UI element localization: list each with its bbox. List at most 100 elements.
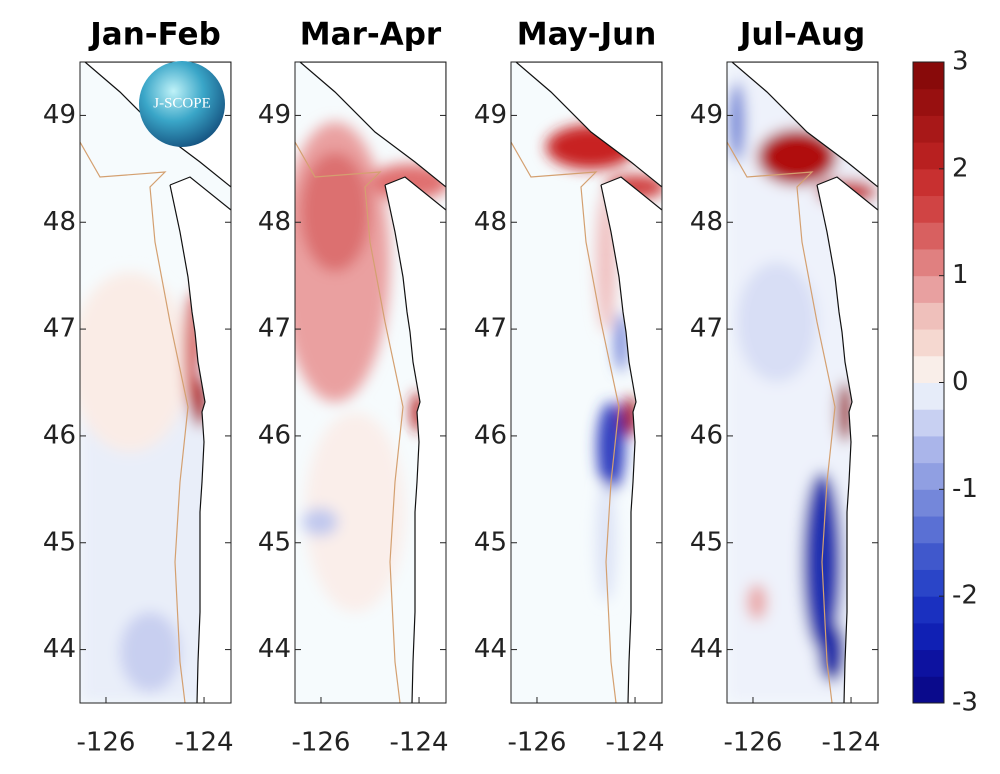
y-tick-label: 44 bbox=[474, 634, 507, 664]
map-panel bbox=[727, 62, 878, 703]
anomaly-patch bbox=[747, 584, 767, 620]
y-tick-label: 49 bbox=[690, 100, 723, 130]
y-tick-label: 46 bbox=[474, 420, 507, 450]
anomaly-patch bbox=[757, 129, 837, 185]
colorbar-step bbox=[913, 676, 944, 704]
x-tick-label: -124 bbox=[606, 728, 665, 758]
y-tick-label: 46 bbox=[258, 420, 291, 450]
colorbar-step bbox=[913, 222, 944, 250]
colorbar-step bbox=[913, 462, 944, 490]
logo-text: J-SCOPE bbox=[153, 95, 211, 111]
y-tick-label: 44 bbox=[690, 634, 723, 664]
colorbar-step bbox=[913, 62, 944, 90]
panel-frame bbox=[294, 61, 447, 704]
colorbar-tick-label: 0 bbox=[952, 367, 969, 397]
land-mass bbox=[299, 62, 446, 188]
coastline bbox=[169, 176, 231, 703]
anomaly-patch bbox=[737, 262, 817, 382]
land-mass bbox=[601, 177, 662, 703]
logo-disc bbox=[139, 61, 225, 147]
map-panel bbox=[295, 62, 446, 703]
y-tick-label: 47 bbox=[690, 314, 723, 344]
colorbar-tick-label: -1 bbox=[952, 474, 978, 504]
anomaly-patch bbox=[818, 622, 846, 682]
colorbar-step bbox=[913, 142, 944, 170]
land bbox=[295, 62, 446, 703]
panel-frame bbox=[510, 61, 663, 704]
isobath bbox=[80, 141, 189, 703]
isobath bbox=[727, 141, 836, 703]
y-tick-label: 49 bbox=[258, 100, 291, 130]
y-tick-label: 49 bbox=[474, 100, 507, 130]
y-tick-label: 47 bbox=[474, 314, 507, 344]
colorbar-tick-label: 2 bbox=[952, 153, 969, 183]
colorbar-step bbox=[913, 649, 944, 677]
map-panel bbox=[80, 62, 231, 703]
x-tick-label: -124 bbox=[822, 728, 881, 758]
y-tick-label: 44 bbox=[258, 634, 291, 664]
y-tick-label: 45 bbox=[474, 527, 507, 557]
y-tick-label: 47 bbox=[43, 314, 76, 344]
anomaly-patch bbox=[302, 508, 338, 536]
colorbar-step bbox=[913, 195, 944, 223]
colorbar-step bbox=[913, 622, 944, 651]
colorbar-step bbox=[913, 409, 944, 437]
x-tick-label: -126 bbox=[291, 728, 350, 758]
colorbar-tick-label: -2 bbox=[952, 581, 978, 611]
colorbar-step bbox=[913, 382, 944, 410]
y-tick-label: 49 bbox=[43, 100, 76, 130]
map-panel bbox=[511, 62, 662, 703]
land bbox=[511, 62, 662, 703]
colorbar-step bbox=[913, 596, 944, 624]
panel-frame bbox=[726, 61, 879, 704]
x-tick-label: -126 bbox=[507, 728, 566, 758]
panel-frame bbox=[79, 61, 232, 704]
land-mass bbox=[817, 177, 878, 703]
y-tick-label: 48 bbox=[474, 207, 507, 237]
colorbar-step bbox=[913, 168, 944, 197]
anomaly-patch bbox=[837, 382, 853, 442]
coastline bbox=[816, 176, 878, 703]
colorbar-tick-label: 1 bbox=[952, 260, 969, 290]
coastline bbox=[600, 176, 662, 703]
y-tick-label: 45 bbox=[690, 527, 723, 557]
colorbar-step bbox=[913, 542, 944, 570]
colorbar-step bbox=[913, 355, 944, 383]
anomaly-patch bbox=[621, 397, 637, 437]
colorbar-step bbox=[913, 516, 944, 544]
y-tick-label: 45 bbox=[258, 527, 291, 557]
land-mass bbox=[170, 177, 231, 703]
y-tick-label: 45 bbox=[43, 527, 76, 557]
anomaly-patch bbox=[305, 412, 405, 612]
x-tick-label: -124 bbox=[175, 728, 234, 758]
colorbar-step bbox=[913, 88, 944, 116]
anomaly-patch bbox=[300, 152, 370, 272]
anomaly-patch bbox=[80, 272, 190, 452]
colorbar-step bbox=[913, 275, 944, 303]
coastline bbox=[384, 176, 446, 703]
anomaly-field bbox=[295, 122, 446, 612]
y-tick-label: 46 bbox=[43, 420, 76, 450]
colorbar-step bbox=[913, 569, 944, 597]
panel-title: Jul-Aug bbox=[738, 17, 865, 53]
panel-title: May-Jun bbox=[517, 17, 657, 53]
colorbar-step bbox=[913, 115, 944, 143]
x-tick-label: -126 bbox=[76, 728, 135, 758]
colorbar-tick-label: 3 bbox=[952, 47, 969, 77]
panel-title: Jan-Feb bbox=[88, 17, 221, 53]
colorbar-step bbox=[913, 329, 944, 357]
land bbox=[727, 62, 878, 703]
colorbar-step bbox=[913, 248, 944, 277]
anomaly-patch bbox=[596, 482, 616, 602]
colorbar-tick-label: -3 bbox=[952, 688, 978, 718]
x-tick-label: -124 bbox=[390, 728, 449, 758]
isobath bbox=[295, 141, 404, 703]
x-tick-label: -126 bbox=[723, 728, 782, 758]
y-tick-label: 47 bbox=[258, 314, 291, 344]
anomaly-patch bbox=[729, 82, 745, 162]
colorbar-step bbox=[913, 435, 944, 464]
y-tick-label: 46 bbox=[690, 420, 723, 450]
land-mass bbox=[731, 62, 878, 188]
colorbar-step bbox=[913, 302, 944, 330]
